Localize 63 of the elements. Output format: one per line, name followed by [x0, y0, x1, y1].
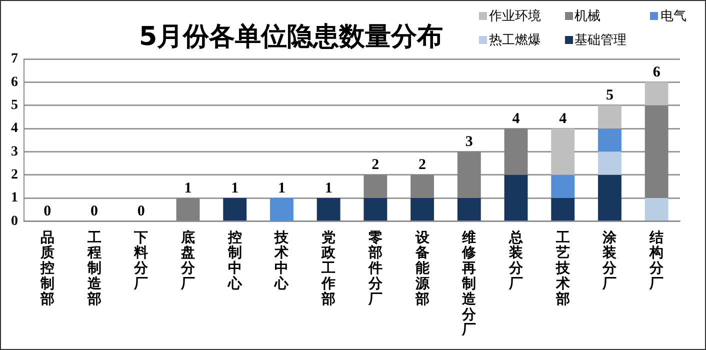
x-tick-label: 工程制造部: [86, 228, 102, 306]
y-tick-label: 4: [11, 121, 18, 136]
total-label: 4: [559, 110, 568, 127]
x-tick-label: 下料分厂: [133, 228, 150, 291]
bar: [644, 82, 668, 106]
total-label: 4: [512, 110, 520, 127]
bar: [551, 198, 575, 220]
total-label: 2: [418, 157, 426, 174]
total-label: 0: [137, 204, 145, 220]
legend-label: 热工燃爆: [488, 32, 542, 49]
x-tick-label: 维修再制造分厂: [461, 228, 478, 338]
bar: [598, 105, 622, 129]
x-tick-label: 底盘分厂: [180, 228, 196, 291]
bar: [457, 198, 481, 220]
bar: [457, 152, 481, 198]
total-label: 2: [372, 157, 380, 174]
legend-label: 基础管理: [574, 32, 628, 49]
bar: [364, 174, 388, 198]
bar: [223, 198, 247, 220]
y-tick-label: 5: [11, 98, 18, 113]
total-label: 3: [465, 134, 473, 150]
bar: [644, 105, 668, 198]
legend-label: 作业环境: [488, 8, 542, 25]
x-tick-label: 党政工作部: [320, 228, 337, 306]
bar: [598, 128, 622, 152]
total-label: 6: [652, 64, 661, 81]
total-label: 1: [278, 180, 286, 196]
x-tick-label: 技术中心: [274, 228, 290, 291]
x-tick-label: 设备能源部: [414, 228, 430, 306]
bar: [644, 198, 668, 220]
chart-title: 5月份各单位隐患数量分布: [138, 22, 444, 52]
bar: [551, 128, 575, 175]
total-label: 5: [606, 88, 614, 104]
bar: [410, 198, 434, 220]
legend-label: 机械: [574, 8, 602, 25]
bar: [504, 128, 528, 175]
total-label: 1: [231, 180, 239, 196]
y-tick-label: 7: [11, 52, 18, 67]
y-tick-label: 2: [11, 167, 18, 182]
y-tick-label: 6: [11, 74, 18, 90]
y-tick-label: 3: [11, 144, 18, 160]
x-tick-label: 工艺技术部: [554, 228, 571, 306]
x-tick-label: 涂装分厂: [602, 228, 618, 291]
total-label: 1: [184, 180, 192, 196]
total-label: 1: [324, 180, 332, 196]
bar: [504, 174, 528, 220]
bar: [410, 174, 434, 198]
x-tick-label: 品质控制部: [39, 228, 54, 306]
bar: [598, 174, 622, 220]
x-tick-label: 控制中心: [226, 228, 243, 291]
total-label: 0: [44, 204, 52, 220]
y-tick-label: 1: [11, 190, 18, 206]
y-tick-label: 0: [11, 214, 18, 229]
bar: [598, 152, 622, 175]
bar: [551, 174, 575, 198]
bar: [316, 198, 340, 220]
bar: [364, 198, 388, 220]
bar: [270, 198, 294, 220]
x-tick-label: 结构分厂: [648, 228, 665, 291]
x-tick-label: 总装分厂: [508, 228, 524, 291]
total-label: 0: [90, 204, 98, 220]
legend-label: 电气: [659, 8, 688, 25]
x-tick-label: 零部件分厂: [367, 228, 384, 306]
